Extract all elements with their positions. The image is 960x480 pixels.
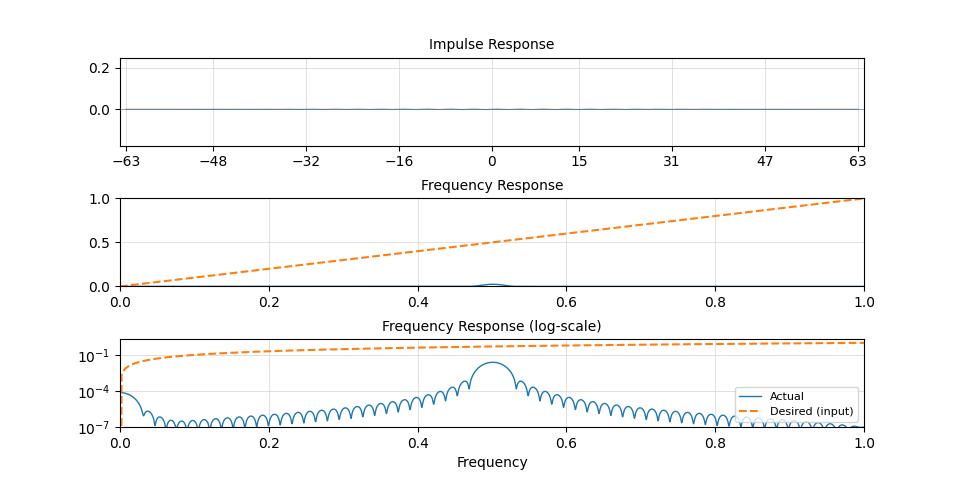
Actual <box>504 368 516 373</box>
Actual <box>305 284 317 289</box>
Desired (input) <box>362 346 373 351</box>
Actual <box>192 284 204 289</box>
Actual <box>625 284 636 289</box>
Desired (input) <box>221 350 232 356</box>
Title: Impulse Response: Impulse Response <box>429 38 555 52</box>
Desired (input) <box>221 271 232 276</box>
Actual <box>547 395 559 401</box>
Actual <box>504 283 516 289</box>
X-axis label: Frequency: Frequency <box>456 456 528 470</box>
Desired (input) <box>129 360 140 366</box>
Actual <box>547 284 559 289</box>
Actual <box>196 284 207 289</box>
Desired (input) <box>114 284 126 289</box>
Actual <box>625 405 636 411</box>
Actual <box>858 284 870 289</box>
Desired (input) <box>362 254 373 260</box>
Title: Frequency Response: Frequency Response <box>420 179 564 193</box>
Actual <box>114 284 126 289</box>
Actual <box>196 419 207 424</box>
Desired (input) <box>858 195 870 201</box>
Desired (input) <box>442 344 453 350</box>
Line: Desired (input): Desired (input) <box>120 343 864 480</box>
Line: Desired (input): Desired (input) <box>120 198 864 287</box>
Actual <box>305 408 317 414</box>
Actual <box>816 423 828 429</box>
Actual <box>192 434 204 440</box>
Legend: Actual, Desired (input): Actual, Desired (input) <box>734 387 858 421</box>
Line: Actual: Actual <box>120 284 864 287</box>
Desired (input) <box>858 340 870 346</box>
Actual <box>816 284 828 289</box>
Desired (input) <box>779 205 790 211</box>
Actual <box>487 360 498 365</box>
Actual <box>858 424 870 430</box>
Line: Actual: Actual <box>120 362 864 437</box>
Desired (input) <box>442 245 453 251</box>
Actual <box>114 390 126 396</box>
Actual <box>487 281 498 287</box>
Desired (input) <box>779 340 790 346</box>
Desired (input) <box>723 212 734 217</box>
Desired (input) <box>129 282 140 288</box>
Title: Frequency Response (log-scale): Frequency Response (log-scale) <box>382 320 602 334</box>
Desired (input) <box>723 341 734 347</box>
